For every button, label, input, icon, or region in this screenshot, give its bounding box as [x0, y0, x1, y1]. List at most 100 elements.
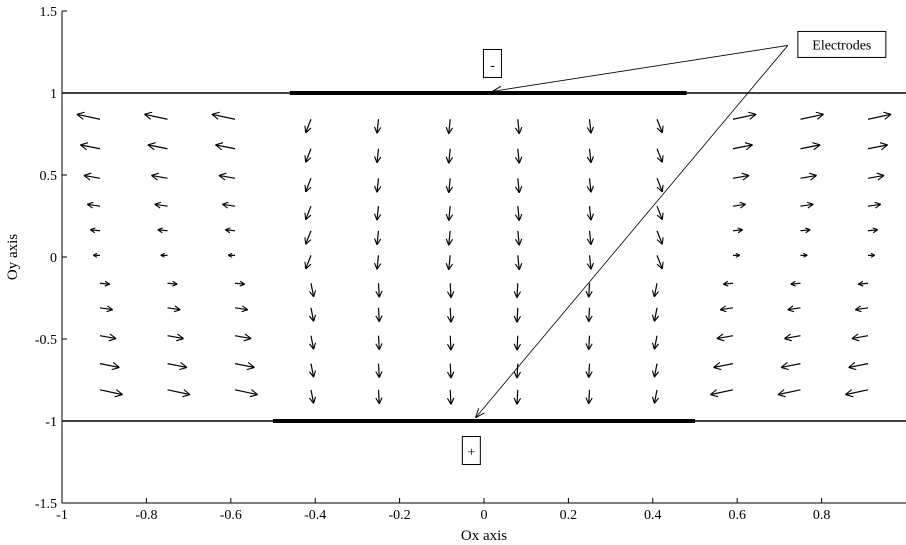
field-arrow-head	[514, 263, 523, 271]
field-arrow-shaft	[780, 363, 801, 369]
field-arrow-shaft	[151, 174, 168, 179]
field-arrow-shaft	[234, 335, 252, 340]
field-arrow-shaft	[588, 148, 592, 163]
field-arrow-head	[76, 111, 85, 120]
field-arrow-head	[656, 184, 664, 193]
field-arrow-shaft	[167, 363, 188, 369]
field-arrow-shaft	[732, 174, 750, 179]
field-arrow-shaft	[448, 230, 451, 246]
field-arrow-shaft	[225, 229, 236, 232]
field-arrow-shaft	[588, 335, 591, 350]
field-arrow-shaft	[222, 203, 236, 207]
field-arrow-head	[656, 155, 664, 163]
field-arrow-head	[586, 185, 594, 193]
field-arrow-shaft	[377, 389, 380, 404]
field-arrow-head	[586, 213, 594, 221]
field-arrow-head	[651, 290, 660, 298]
field-arrow-shaft	[713, 363, 734, 369]
field-arrow-head	[446, 397, 455, 405]
field-arrow-shaft	[99, 307, 113, 311]
field-arrow-head	[876, 172, 885, 181]
field-arrow-head	[239, 280, 246, 287]
x-tick-label: -0.2	[389, 508, 411, 523]
x-tick-label: 0.4	[644, 508, 662, 523]
field-arrow-head	[780, 362, 789, 371]
x-tick-label: 0	[481, 508, 488, 523]
field-arrow-shaft	[305, 148, 312, 163]
field-arrow-head	[514, 238, 523, 246]
x-tick-label: -0.4	[304, 508, 326, 523]
field-arrow-head	[304, 155, 312, 163]
field-arrow-head	[513, 371, 522, 379]
field-arrow-head	[514, 156, 523, 164]
field-arrow-head	[585, 290, 593, 298]
field-arrow-shaft	[867, 113, 892, 120]
field-arrow-head	[243, 333, 252, 342]
field-arrow-head	[874, 201, 882, 209]
field-arrow-head	[585, 397, 593, 405]
field-arrow-head	[651, 314, 660, 322]
field-arrow-head	[513, 315, 522, 323]
field-arrow-shaft	[144, 113, 168, 120]
field-arrow-shaft	[448, 206, 451, 221]
field-arrow-shaft	[588, 178, 592, 193]
field-arrow-shaft	[653, 389, 658, 404]
field-arrow-shaft	[448, 255, 451, 270]
field-arrow-head	[806, 201, 814, 209]
field-arrow-head	[374, 262, 382, 270]
field-arrow-head	[375, 397, 383, 405]
field-arrow-shaft	[800, 174, 817, 179]
x-axis-label: Ox axis	[461, 528, 507, 544]
field-arrow-shaft	[732, 113, 757, 120]
field-arrow-shaft	[516, 389, 519, 405]
field-arrow-head	[92, 252, 98, 258]
field-arrow-head	[812, 142, 821, 151]
field-arrow-shaft	[76, 113, 101, 120]
field-arrow-shaft	[376, 148, 380, 163]
field-arrow-head	[304, 237, 312, 245]
field-arrow-shaft	[167, 389, 191, 396]
field-arrow-shaft	[147, 144, 168, 150]
y-axis-label: Oy axis	[5, 234, 21, 280]
field-arrow-shaft	[448, 119, 451, 134]
x-tick-label: -0.8	[135, 508, 157, 523]
field-arrow-shaft	[167, 335, 184, 340]
field-arrow-head	[83, 172, 92, 181]
field-arrow-shaft	[99, 389, 123, 396]
field-arrow-head	[446, 343, 455, 351]
field-arrow-shaft	[449, 363, 452, 379]
field-arrow-head	[104, 280, 111, 287]
field-arrow-shaft	[305, 255, 312, 270]
field-arrow-head	[651, 342, 660, 350]
field-arrow-head	[375, 290, 383, 298]
y-tick-label: 0	[50, 251, 57, 266]
field-arrow-head	[304, 261, 312, 270]
field-arrow-shaft	[305, 230, 312, 245]
field-arrow-shaft	[516, 283, 519, 298]
field-arrow-head	[89, 227, 96, 234]
field-arrow-shaft	[310, 307, 315, 322]
field-arrow-head	[513, 291, 522, 299]
field-arrow-shaft	[653, 283, 658, 297]
x-tick-label: 0.6	[728, 508, 746, 523]
field-arrow-shaft	[449, 389, 452, 405]
field-arrow-shaft	[517, 119, 520, 134]
field-arrow-head	[586, 238, 594, 246]
field-arrow-shaft	[310, 283, 315, 297]
field-arrow-shaft	[376, 255, 380, 270]
annotation-arrow-line	[492, 45, 788, 92]
field-arrow-head	[211, 111, 220, 120]
field-arrow-head	[374, 238, 382, 246]
field-arrow-head	[870, 252, 876, 258]
field-arrow-shaft	[588, 230, 592, 245]
field-arrow-head	[114, 389, 123, 398]
field-arrow-head	[375, 371, 383, 378]
field-arrow-head	[514, 126, 523, 135]
field-arrow-head	[883, 111, 892, 120]
field-arrow-head	[446, 291, 455, 299]
electrode-bars: -+	[273, 48, 695, 466]
field-arrow-head	[179, 362, 188, 371]
field-arrow-head	[374, 185, 382, 193]
field-arrow-shaft	[310, 389, 315, 404]
